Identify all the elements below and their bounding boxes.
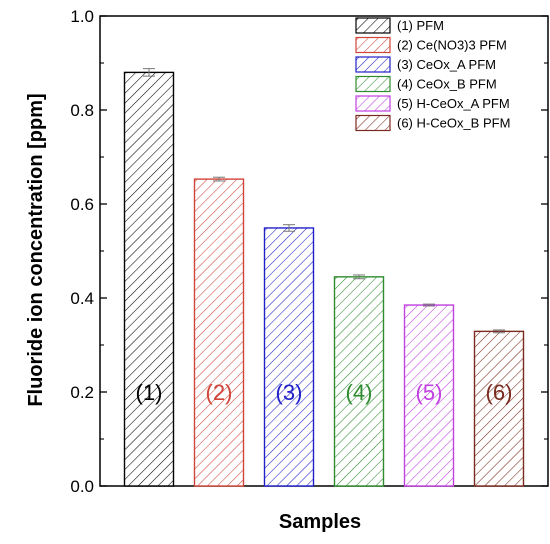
bar bbox=[333, 276, 385, 487]
legend-swatch bbox=[355, 17, 391, 34]
y-axis: 0.0 0.2 0.4 0.6 0.8 1.0 bbox=[70, 7, 548, 496]
y-tick-label: 0.8 bbox=[70, 101, 94, 120]
bar-label: (5) bbox=[416, 380, 443, 405]
bar bbox=[263, 227, 315, 487]
bar-label: (6) bbox=[486, 380, 513, 405]
legend-entry: (4) CeOx_B PFM bbox=[397, 77, 497, 92]
y-tick-label: 0.0 bbox=[70, 477, 94, 496]
legend: (1) PFM (2) Ce(NO3)3 PFM (3) CeOx_A PFM (4)… bbox=[355, 17, 510, 132]
legend-entry: (1) PFM bbox=[397, 18, 444, 33]
y-tick-label: 0.4 bbox=[70, 289, 94, 308]
legend-swatch bbox=[355, 56, 391, 73]
bar-label: (2) bbox=[206, 380, 233, 405]
legend-entry: (2) Ce(NO3)3 PFM bbox=[397, 38, 507, 53]
x-axis-title: Samples bbox=[279, 511, 361, 533]
legend-swatch bbox=[355, 114, 391, 132]
legend-swatch bbox=[355, 95, 391, 112]
bars: (1) (2) (3) (4) (5) (6) bbox=[123, 68, 525, 487]
legend-entry: (3) CeOx_A PFM bbox=[397, 57, 496, 72]
y-tick-label: 0.6 bbox=[70, 195, 94, 214]
y-tick-label: 1.0 bbox=[70, 7, 94, 26]
legend-entry: (6) H-CeOx_B PFM bbox=[397, 116, 510, 131]
legend-swatch bbox=[355, 36, 391, 54]
bar bbox=[193, 178, 245, 487]
bar-label: (1) bbox=[136, 380, 163, 405]
y-tick-label: 0.2 bbox=[70, 383, 94, 402]
y-axis-title: Fluoride ion concentration [ppm] bbox=[25, 93, 47, 406]
bar bbox=[123, 71, 175, 487]
legend-entry: (5) H-CeOx_A PFM bbox=[397, 96, 510, 111]
bar bbox=[473, 330, 525, 487]
bar-label: (3) bbox=[276, 380, 303, 405]
bar-label: (4) bbox=[346, 380, 373, 405]
legend-swatch bbox=[355, 75, 391, 93]
